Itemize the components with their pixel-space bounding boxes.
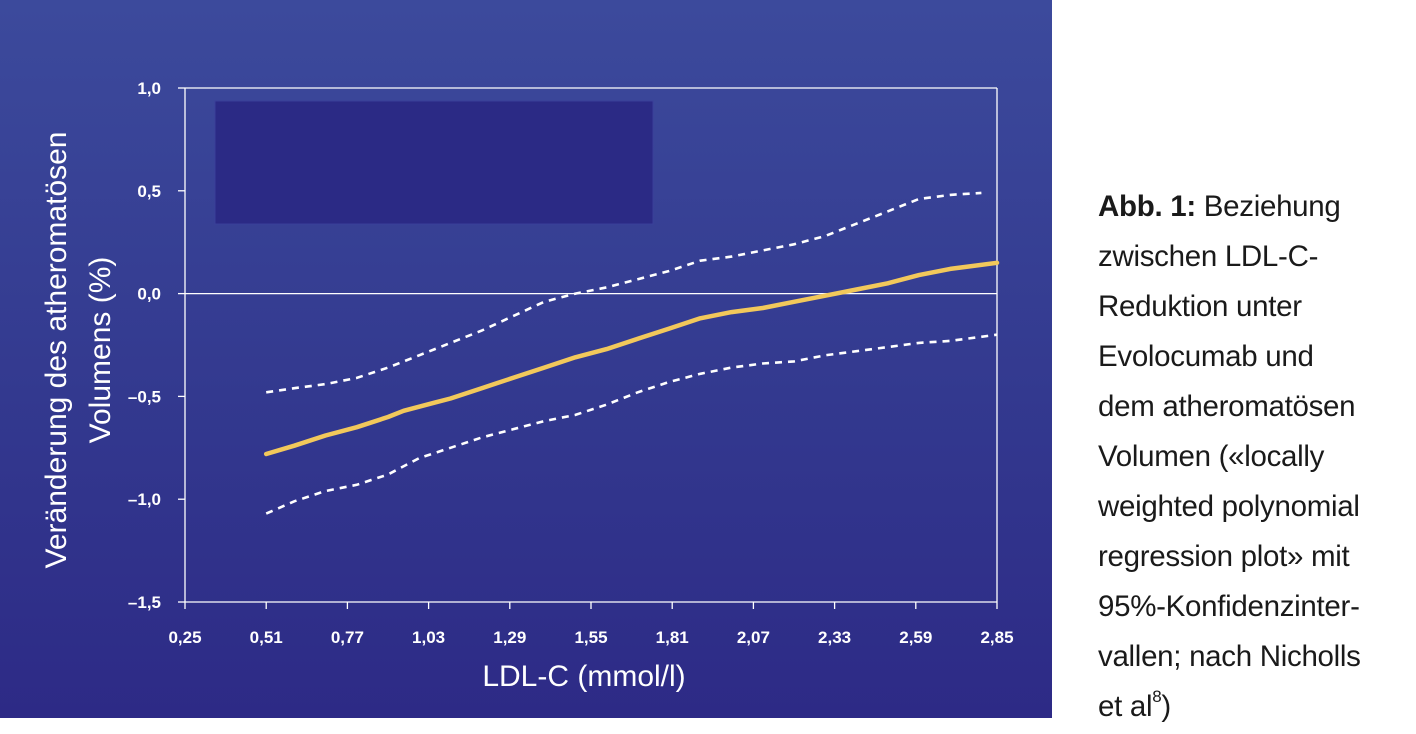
y-tick-label: 1,0: [137, 79, 161, 98]
y-tick-label: 0,5: [137, 182, 161, 201]
x-tick-label: 0,25: [168, 628, 201, 647]
legend-box: [214, 100, 654, 225]
x-tick-label: 0,77: [331, 628, 364, 647]
y-tick-label: –1,0: [128, 490, 161, 509]
y-tick-label: 0,0: [137, 285, 161, 304]
caption-line: Beziehung: [1195, 190, 1341, 223]
regression-line: [263, 260, 1000, 457]
chart: 1,0 0,5 0,0 –0,5 –1,0 –1,5 0,25 0,51 0,77 1,03 1,2…: [40, 79, 1013, 693]
caption-label: Abb. 1:: [1098, 190, 1196, 223]
caption-line: vallen; nach Nicholls: [1098, 640, 1361, 673]
caption-line: dem atheromatösen: [1098, 390, 1356, 423]
y-axis-title-line: Volumens (%): [84, 257, 117, 444]
y-tick-label: –1,5: [128, 593, 161, 612]
confidence-band-upper: [266, 191, 982, 394]
x-tick-label: 0,51: [250, 628, 283, 647]
caption-line: Volumen («locally: [1098, 440, 1325, 473]
caption-line: Reduktion unter: [1098, 290, 1302, 323]
x-axis-title: LDL-C (mmol/l): [482, 660, 685, 693]
caption-reference-superscript: 8: [1152, 687, 1162, 707]
caption-line: regression plot» mit: [1098, 540, 1350, 573]
x-tick-label: 1,03: [412, 628, 445, 647]
x-tick-label: 2,59: [899, 628, 932, 647]
caption-line: zwischen LDL-C-: [1098, 240, 1319, 273]
x-tick-label: 2,07: [737, 628, 770, 647]
x-tick-label: 2,33: [818, 628, 851, 647]
caption-line: et al: [1098, 690, 1153, 723]
y-tick-label: –0,5: [128, 387, 161, 406]
caption-line: Evolocumab und: [1098, 340, 1314, 373]
caption-line: 95%-Konfidenzinter-: [1098, 590, 1360, 623]
figure-caption: Abb. 1: Beziehung zwischen LDL-C- Redukt…: [1098, 182, 1414, 732]
chart-panel: 1,0 0,5 0,0 –0,5 –1,0 –1,5 0,25 0,51 0,77 1,03 1,2…: [0, 0, 1052, 718]
caption-line: weighted polynomial: [1098, 490, 1360, 523]
x-tick-label: 1,55: [574, 628, 607, 647]
y-axis-title: Veränderung des atheromatösen Volumens (%…: [40, 132, 117, 569]
x-tick-label: 1,81: [656, 628, 689, 647]
x-tick-label: 1,29: [493, 628, 526, 647]
x-tick-label: 2,85: [980, 628, 1013, 647]
y-axis-title-line: Veränderung des atheromatösen: [40, 132, 73, 569]
caption-closing: ): [1161, 690, 1171, 723]
confidence-band-lower: [265, 333, 998, 515]
